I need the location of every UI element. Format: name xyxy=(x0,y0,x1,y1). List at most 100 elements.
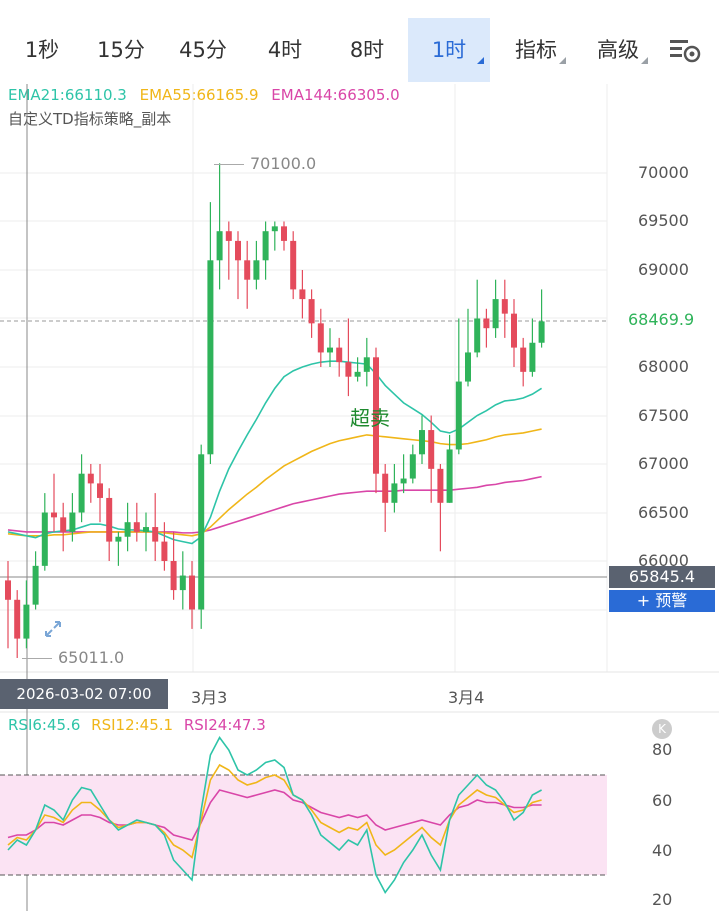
tab-3[interactable]: 45分 xyxy=(166,18,240,82)
candle-body xyxy=(161,541,168,561)
candle-body xyxy=(87,473,94,484)
ema21-value: EMA21:66110.3 xyxy=(8,86,127,104)
ema21-line xyxy=(7,360,543,545)
candle-body xyxy=(308,299,315,324)
low-marker: 65011.0 xyxy=(22,648,124,667)
candle-body xyxy=(78,473,85,513)
rsi6-value: RSI6:45.6 xyxy=(8,716,81,734)
price-axis-label: 67500 xyxy=(638,406,689,425)
candle-body xyxy=(41,512,48,566)
candle xyxy=(60,502,67,552)
candle xyxy=(179,551,186,610)
rsi24-value: RSI24:47.3 xyxy=(183,716,266,734)
date-label-1: 3月3 xyxy=(191,688,228,707)
candle-body xyxy=(299,289,306,300)
strategy-label: 自定义TD指标策略_副本 xyxy=(8,110,172,128)
candle-body xyxy=(483,318,490,329)
candle xyxy=(409,444,416,484)
tab-2[interactable]: 15分 xyxy=(86,18,156,82)
candle xyxy=(492,279,499,338)
candle-body xyxy=(327,347,333,353)
candle xyxy=(216,163,223,290)
candle xyxy=(225,221,232,280)
candle xyxy=(529,318,536,377)
candle xyxy=(124,502,131,552)
candle-body xyxy=(281,226,287,241)
rsi6-line xyxy=(7,735,542,895)
candle-body xyxy=(391,483,398,503)
tab-8[interactable]: 高级 xyxy=(582,18,654,82)
candle-body xyxy=(271,226,278,232)
candle xyxy=(207,202,214,464)
candle xyxy=(474,279,481,358)
candle xyxy=(152,493,159,561)
candle xyxy=(465,308,471,387)
candle xyxy=(115,531,122,566)
tab-6[interactable]: 1时 xyxy=(408,18,490,82)
current-price-tag: 68469.9 xyxy=(628,310,695,329)
candle-body xyxy=(428,430,435,469)
rsi-axis-label: 60 xyxy=(652,791,673,810)
candle xyxy=(97,464,103,523)
candle-body xyxy=(262,231,269,261)
price-axis-label: 70000 xyxy=(638,163,689,182)
candle-body xyxy=(235,240,241,261)
tab-label: 45分 xyxy=(179,38,227,62)
candle xyxy=(262,221,269,280)
candle xyxy=(327,328,333,367)
candle-body xyxy=(23,604,30,639)
tab-label: 15分 xyxy=(97,38,145,62)
candle-body xyxy=(382,473,389,503)
candle xyxy=(23,580,30,649)
candle xyxy=(244,240,251,309)
candle-body xyxy=(32,565,39,605)
candle xyxy=(133,502,140,542)
tab-5[interactable]: 8时 xyxy=(334,18,400,82)
candle-body xyxy=(455,381,462,450)
ema55-line xyxy=(7,428,542,537)
candle xyxy=(271,221,278,251)
add-alert-button[interactable]: + 预警 xyxy=(609,590,715,612)
candle-body xyxy=(244,260,251,280)
candle-body xyxy=(409,454,416,479)
collapse-indicator-icon[interactable]: K xyxy=(652,719,672,739)
tab-7[interactable]: 指标 xyxy=(500,18,572,82)
candle-body xyxy=(345,362,352,377)
ema55-value: EMA55:66165.9 xyxy=(139,86,259,104)
candle-body xyxy=(446,449,453,503)
candle-body xyxy=(143,527,149,532)
candle-body xyxy=(538,321,545,343)
candle xyxy=(143,512,149,552)
tab-label: 8时 xyxy=(349,38,385,62)
candle-body xyxy=(290,240,297,290)
rsi12-value: RSI12:45.1 xyxy=(91,716,174,734)
price-axis-label: 69500 xyxy=(638,211,689,230)
rsi24-line xyxy=(7,789,542,841)
candle xyxy=(51,473,57,532)
candle xyxy=(32,551,39,610)
candle-body xyxy=(207,260,214,455)
tab-label: 指标 xyxy=(515,38,557,62)
tab-1[interactable]: 1秒 xyxy=(14,18,70,82)
chart-settings-icon[interactable] xyxy=(668,36,702,64)
candle-body xyxy=(60,517,67,532)
candle-body xyxy=(97,483,103,498)
candle-body xyxy=(511,313,517,348)
crosshair-time-tag: 2026-03-02 07:00 xyxy=(0,679,168,709)
candle xyxy=(428,415,435,503)
date-label-2: 3月4 xyxy=(448,688,485,707)
candle-body xyxy=(14,599,21,639)
candle-body xyxy=(179,575,186,591)
candle xyxy=(520,337,527,387)
rsi12-line xyxy=(7,763,542,859)
ema144-value: EMA144:66305.0 xyxy=(271,86,400,104)
candle xyxy=(345,318,352,397)
candle-body xyxy=(152,527,159,542)
tab-label: 1秒 xyxy=(24,38,60,62)
candle-body xyxy=(69,512,76,532)
expand-icon[interactable] xyxy=(38,614,68,644)
candle-body xyxy=(400,478,407,484)
tab-4[interactable]: 4时 xyxy=(252,18,318,82)
price-axis-label: 66000 xyxy=(638,551,689,570)
